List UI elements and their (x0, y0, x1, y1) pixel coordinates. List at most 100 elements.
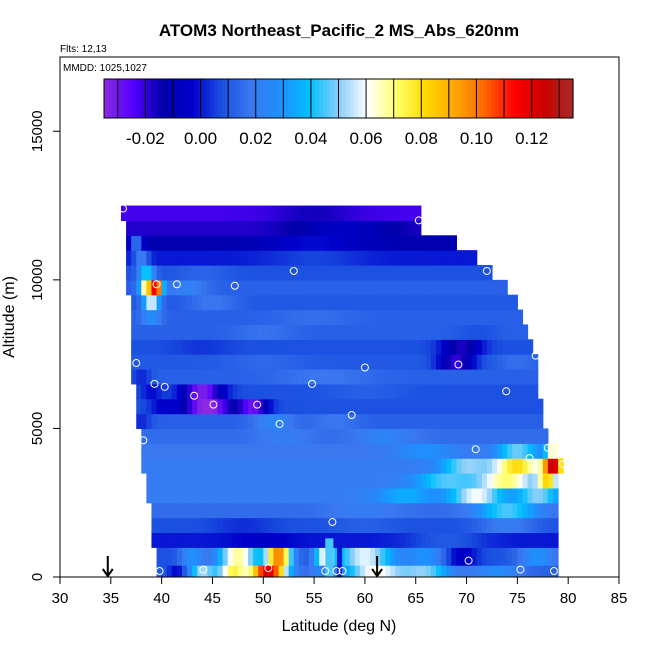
heatmap-cell (415, 235, 422, 251)
colorbar-tick-label: 0.00 (184, 129, 217, 148)
heatmap-cell (293, 547, 300, 566)
heatmap-cell (212, 279, 219, 296)
heatmap-cell (263, 294, 269, 311)
heatmap-cell (405, 279, 412, 296)
heatmap-cell (334, 532, 341, 548)
heatmap-cell (176, 473, 183, 489)
heatmap-cell (151, 265, 158, 281)
heatmap-cell (547, 517, 554, 534)
heatmap-cell (491, 339, 498, 355)
heatmap-cell (146, 250, 153, 266)
heatmap-cell (319, 443, 325, 459)
heatmap-cell (298, 235, 305, 251)
heatmap-cell (207, 369, 214, 385)
heatmap-cell (476, 428, 483, 444)
heatmap-cell (380, 565, 386, 577)
heatmap-cell (527, 428, 534, 444)
x-tick-label: 85 (611, 590, 628, 607)
heatmap-cell (456, 413, 463, 430)
colorbar-swatch (303, 79, 308, 118)
heatmap-cell (552, 517, 559, 534)
heatmap-cell (354, 309, 361, 326)
heatmap-cell (253, 220, 259, 236)
heatmap-cell (547, 443, 554, 459)
heatmap-cell (181, 324, 188, 340)
heatmap-cell (309, 354, 315, 370)
heatmap-cell (293, 220, 300, 236)
heatmap-cell (288, 250, 295, 266)
heatmap-cell (425, 428, 432, 444)
heatmap-cell (395, 443, 402, 459)
heatmap-cell (461, 517, 468, 534)
vertical-profile-cell (325, 538, 334, 577)
heatmap-cell (278, 473, 285, 489)
heatmap-cell (359, 220, 366, 236)
heatmap-cell (187, 294, 193, 311)
heatmap-cell (446, 443, 452, 459)
heatmap-cell (303, 265, 310, 281)
heatmap-cell (298, 413, 305, 430)
heatmap-cell (176, 517, 183, 534)
heatmap-cell (303, 547, 310, 566)
heatmap-cell (207, 205, 214, 222)
heatmap-cell (293, 428, 300, 444)
heatmap-cell (522, 339, 529, 355)
colorbar-swatch (127, 79, 132, 118)
heatmap-cell (507, 398, 513, 415)
heatmap-cell (232, 502, 239, 519)
heatmap-cell (451, 339, 457, 355)
heatmap-cell (400, 205, 407, 222)
heatmap-cell (146, 369, 153, 385)
heatmap-cell (314, 354, 320, 370)
heatmap-cell (212, 250, 219, 266)
x-tick-label: 40 (153, 590, 170, 607)
heatmap-cell (547, 458, 554, 474)
heatmap-cell (552, 502, 559, 519)
heatmap-cell (202, 324, 208, 340)
heatmap-cell (171, 547, 178, 566)
heatmap-cell (329, 339, 336, 355)
heatmap-cell (202, 220, 208, 236)
heatmap-cell (176, 565, 183, 577)
colorbar-swatch (498, 79, 504, 118)
heatmap-cell (517, 413, 524, 430)
heatmap-cell (395, 428, 402, 444)
heatmap-cell (136, 369, 142, 385)
heatmap-cell (141, 369, 147, 385)
heatmap-cell (425, 473, 432, 489)
heatmap-cell (461, 565, 468, 577)
heatmap-cell (502, 428, 508, 444)
heatmap-cell (207, 532, 214, 548)
heatmap-cell (156, 547, 163, 566)
heatmap-cell (491, 565, 498, 577)
heatmap-cell (410, 458, 417, 474)
heatmap-cell (268, 265, 275, 281)
heatmap-cell (410, 487, 417, 504)
heatmap-cell (324, 339, 330, 355)
heatmap-cell (502, 369, 508, 385)
heatmap-cell (242, 265, 249, 281)
heatmap-cell (425, 324, 432, 340)
heatmap-cell (364, 309, 371, 326)
heatmap-cell (486, 502, 493, 519)
heatmap-cell (237, 250, 244, 266)
heatmap-cell (415, 473, 422, 489)
heatmap-cell (263, 324, 269, 340)
heatmap-cell (425, 354, 432, 370)
heatmap-cell (278, 205, 285, 222)
heatmap-cell (461, 532, 468, 548)
heatmap-cell (491, 369, 498, 385)
heatmap-cell (151, 220, 158, 236)
heatmap-cell (202, 294, 208, 311)
heatmap-cell (537, 517, 544, 534)
heatmap-cell (283, 487, 290, 504)
heatmap-cell (359, 487, 366, 504)
heatmap-cell (242, 354, 249, 370)
heatmap-cell (237, 458, 244, 474)
flight-marker (454, 360, 463, 369)
x-tick-label: 50 (255, 590, 272, 607)
heatmap-cell (298, 428, 305, 444)
heatmap-cell (212, 428, 219, 444)
heatmap-cell (146, 279, 153, 296)
heatmap-cell (502, 354, 508, 370)
